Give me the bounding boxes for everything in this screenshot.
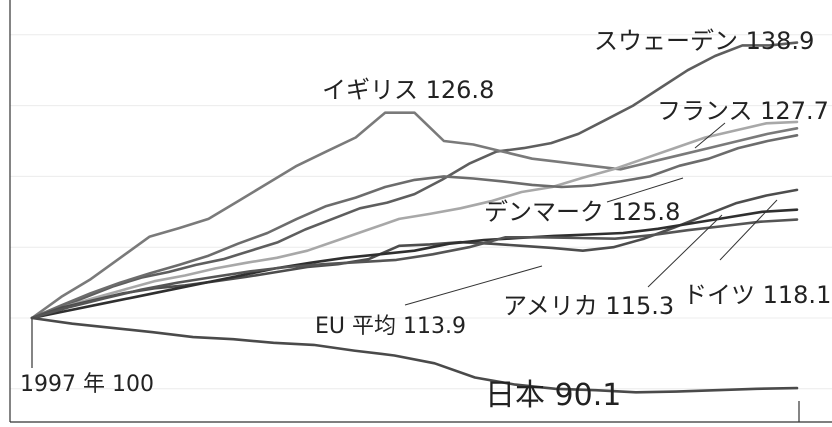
series-label-germany: ドイツ 118.1 [683,281,831,309]
series-label-sweden: スウェーデン 138.9 [594,27,814,55]
series-line-3 [30,134,799,320]
series-label-eu: EU 平均 113.9 [315,314,466,339]
label-leader-lines [404,122,778,306]
series-line-7 [30,316,799,394]
series-line-5 [30,208,799,320]
gridlines [10,34,832,390]
series-labels: スウェーデン 138.9 イギリス 126.8 フランス 127.7 デンマーク… [20,27,831,413]
leader-line-france [694,122,726,149]
series-label-uk: イギリス 126.8 [322,76,494,104]
series-lines [30,41,799,394]
leader-line-denmark [606,177,684,203]
series-line-0 [30,41,799,320]
series-label-france: フランス 127.7 [657,97,829,125]
series-line-6 [30,218,799,320]
series-label-usa: アメリカ 115.3 [503,292,674,320]
series-line-1 [30,111,799,320]
x-start-label: 1997 年 100 [20,372,154,397]
series-line-4 [30,188,799,320]
series-line-2 [30,120,799,320]
leader-line-usa [647,214,723,288]
series-label-japan: 日本 90.1 [485,378,621,413]
leader-line-germany [719,199,778,261]
leader-line-eu [404,265,543,306]
series-label-denmark: デンマーク 125.8 [484,198,680,226]
axes [9,0,832,423]
